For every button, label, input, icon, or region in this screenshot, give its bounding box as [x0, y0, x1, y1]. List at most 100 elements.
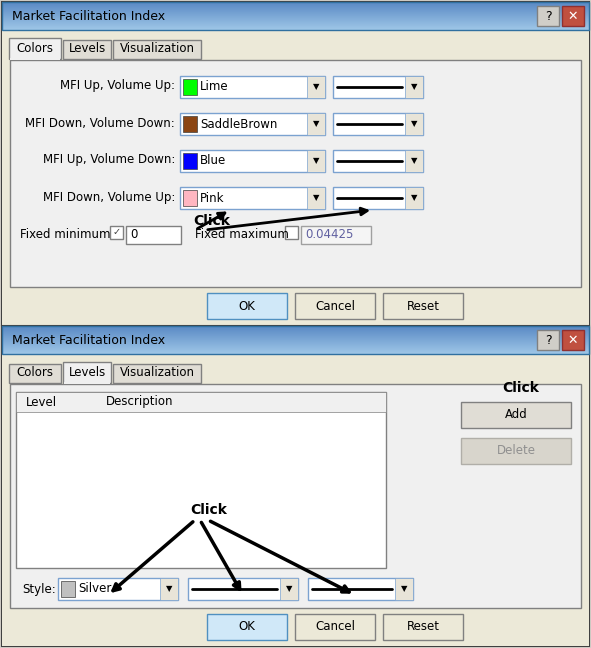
Bar	[2, 2, 589, 3]
Bar	[113, 40, 201, 59]
Text: MFI Up, Volume Down:: MFI Up, Volume Down:	[43, 154, 175, 167]
Text: MFI Up, Volume Up:: MFI Up, Volume Up:	[60, 80, 175, 93]
Text: Click: Click	[190, 503, 227, 517]
Bar	[405, 150, 423, 172]
Bar	[2, 30, 589, 325]
Bar	[2, 327, 589, 328]
Text: ▼: ▼	[313, 119, 319, 128]
Bar	[333, 150, 423, 172]
Text: ▼: ▼	[313, 157, 319, 165]
Bar	[10, 60, 581, 287]
Bar	[110, 226, 123, 239]
Bar	[333, 76, 423, 98]
Bar	[10, 384, 581, 608]
Bar	[2, 342, 589, 343]
Bar	[2, 331, 589, 332]
Bar	[2, 4, 589, 5]
Bar	[295, 293, 375, 319]
Bar	[333, 187, 423, 209]
Bar	[285, 226, 298, 239]
Bar	[537, 330, 559, 350]
Bar	[2, 351, 589, 352]
Bar	[2, 344, 589, 345]
Text: Silver: Silver	[78, 583, 111, 596]
Bar	[383, 614, 463, 640]
Bar	[2, 335, 589, 336]
Text: ✕: ✕	[568, 10, 578, 23]
Text: Reset: Reset	[407, 299, 440, 312]
Bar	[2, 20, 589, 21]
Text: ▼: ▼	[286, 584, 293, 594]
Text: ✓: ✓	[112, 227, 121, 238]
Bar	[2, 7, 589, 8]
Bar	[2, 341, 589, 342]
Bar	[2, 6, 589, 7]
Text: Pink: Pink	[200, 192, 225, 205]
Bar	[2, 330, 589, 331]
Bar	[2, 8, 589, 9]
Bar	[2, 328, 589, 329]
Text: ✕: ✕	[568, 334, 578, 347]
Text: MFI Down, Volume Down:: MFI Down, Volume Down:	[25, 117, 175, 130]
Bar	[16, 392, 386, 568]
Text: ▼: ▼	[165, 584, 172, 594]
Bar	[2, 348, 589, 349]
Bar	[307, 150, 325, 172]
Text: Blue: Blue	[200, 154, 226, 167]
Bar	[183, 190, 197, 206]
Text: Visualization: Visualization	[119, 367, 194, 380]
Bar	[280, 578, 298, 600]
Bar	[2, 22, 589, 23]
Text: Cancel: Cancel	[315, 299, 355, 312]
Text: OK: OK	[239, 621, 255, 634]
Text: ?: ?	[545, 10, 551, 23]
Bar	[405, 76, 423, 98]
Bar	[405, 113, 423, 135]
Bar	[2, 2, 589, 325]
Bar	[2, 340, 589, 341]
Bar	[2, 25, 589, 26]
Bar	[2, 5, 589, 6]
Bar	[2, 332, 589, 333]
Text: Market Facilitation Index: Market Facilitation Index	[12, 334, 165, 347]
Bar	[2, 21, 589, 22]
Text: Market Facilitation Index: Market Facilitation Index	[12, 10, 165, 23]
Text: Click: Click	[502, 381, 540, 395]
Bar	[113, 364, 201, 383]
Bar	[2, 24, 589, 25]
Bar	[461, 402, 571, 428]
Bar	[307, 113, 325, 135]
Text: Click: Click	[193, 214, 230, 228]
Bar	[61, 581, 75, 597]
Bar	[180, 113, 325, 135]
Text: ▼: ▼	[411, 82, 417, 91]
Bar	[562, 330, 584, 350]
Text: Description: Description	[106, 395, 174, 408]
Text: SaddleBrown: SaddleBrown	[200, 117, 277, 130]
Text: Cancel: Cancel	[315, 621, 355, 634]
Text: Reset: Reset	[407, 621, 440, 634]
Bar	[2, 23, 589, 24]
Bar	[383, 293, 463, 319]
Bar	[2, 338, 589, 339]
Bar	[2, 329, 589, 330]
Text: Visualization: Visualization	[119, 43, 194, 56]
Bar	[301, 226, 371, 244]
Bar	[64, 382, 110, 384]
Bar	[2, 339, 589, 340]
Bar	[2, 3, 589, 4]
Bar	[2, 337, 589, 338]
Bar	[2, 11, 589, 12]
Text: Colors: Colors	[17, 43, 54, 56]
Bar	[2, 17, 589, 18]
Text: Levels: Levels	[69, 367, 106, 380]
Bar	[2, 26, 589, 27]
Bar	[2, 10, 589, 11]
Bar	[562, 6, 584, 26]
Bar	[461, 438, 571, 464]
Bar	[2, 19, 589, 20]
Bar	[395, 578, 413, 600]
Bar	[2, 347, 589, 348]
Text: ▼: ▼	[313, 194, 319, 202]
Bar	[63, 362, 111, 383]
